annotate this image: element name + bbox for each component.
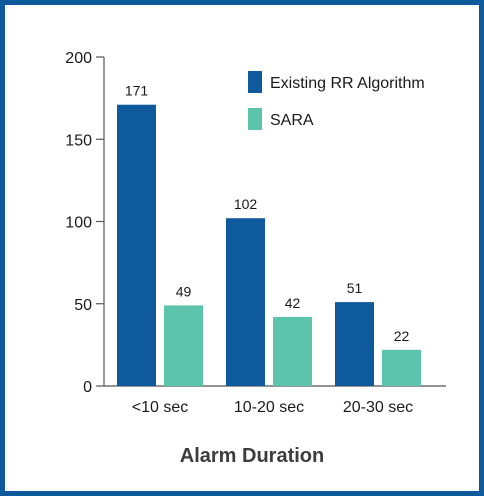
legend-swatch <box>248 71 262 93</box>
data-label: 42 <box>285 295 301 311</box>
bar <box>164 305 203 386</box>
y-tick-label: 200 <box>65 50 92 67</box>
bar <box>226 218 265 386</box>
x-tick-label: <10 sec <box>132 399 188 416</box>
data-label: 171 <box>125 83 149 99</box>
y-tick-label: 150 <box>65 132 92 149</box>
y-tick-label: 100 <box>65 215 92 232</box>
legend: Existing RR Algorithm SARA <box>248 71 425 130</box>
legend-label: Existing RR Algorithm <box>270 75 425 92</box>
bars: 171 49 102 42 51 22 <box>117 83 421 386</box>
legend-swatch <box>248 108 262 130</box>
data-label: 49 <box>176 283 192 299</box>
x-tick-label: 10-20 sec <box>234 399 304 416</box>
bar <box>382 349 421 386</box>
bar <box>117 104 156 386</box>
y-tick-label: 50 <box>74 297 92 314</box>
x-tick-label: 20-30 sec <box>343 399 413 416</box>
x-axis-title: Alarm Duration <box>180 445 324 467</box>
bar <box>273 316 312 386</box>
data-label: 22 <box>394 328 410 344</box>
bar <box>335 302 374 386</box>
legend-label: SARA <box>270 112 314 129</box>
y-tick-label: 0 <box>83 379 92 396</box>
axes: 0 50 100 150 200 <10 sec 10-20 sec 20-30 sec <box>65 50 446 416</box>
data-label: 102 <box>234 196 258 212</box>
data-label: 51 <box>347 280 363 296</box>
